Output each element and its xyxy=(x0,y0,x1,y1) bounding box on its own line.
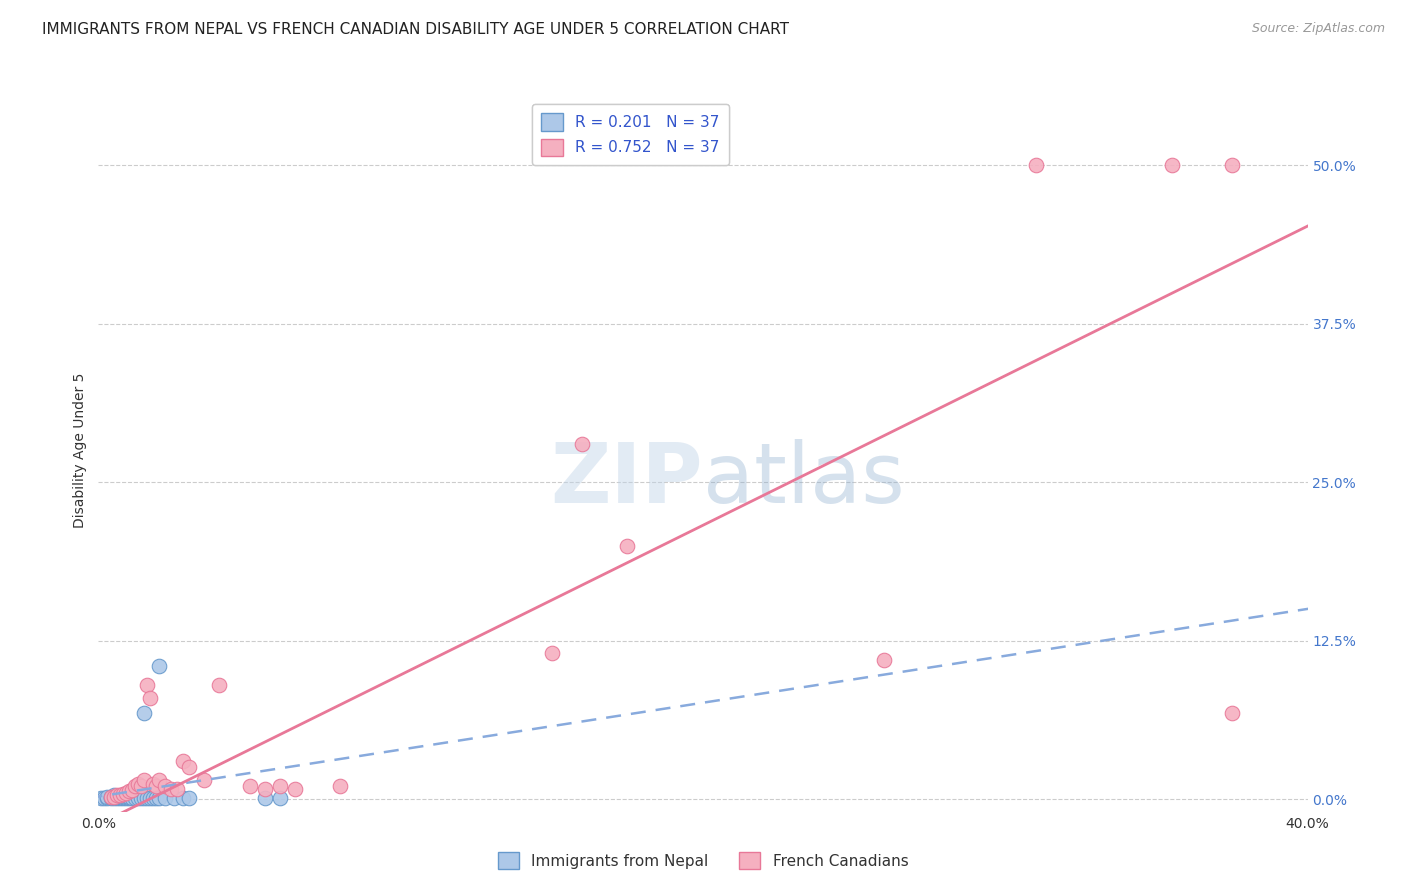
Point xyxy=(105,790,128,805)
Point xyxy=(96,790,118,805)
Point xyxy=(111,789,134,804)
Point xyxy=(208,678,231,692)
Point xyxy=(166,781,188,796)
Point xyxy=(103,789,125,803)
Point xyxy=(124,790,146,805)
Point xyxy=(1160,158,1182,172)
Point xyxy=(111,787,134,801)
Point xyxy=(108,790,131,805)
Point xyxy=(114,786,136,800)
Point xyxy=(103,790,125,805)
Legend: Immigrants from Nepal, French Canadians: Immigrants from Nepal, French Canadians xyxy=(492,846,914,875)
Point xyxy=(127,777,149,791)
Text: Source: ZipAtlas.com: Source: ZipAtlas.com xyxy=(1251,22,1385,36)
Point xyxy=(132,772,155,787)
Point xyxy=(100,789,122,804)
Point xyxy=(90,790,112,805)
Point xyxy=(571,437,593,451)
Point xyxy=(1220,158,1243,172)
Point xyxy=(616,539,638,553)
Point xyxy=(148,772,170,787)
Point xyxy=(1024,158,1046,172)
Point xyxy=(873,652,896,666)
Point xyxy=(329,780,352,794)
Point xyxy=(93,790,115,805)
Point xyxy=(121,783,143,797)
Point xyxy=(108,789,131,803)
Legend: R = 0.201   N = 37, R = 0.752   N = 37: R = 0.201 N = 37, R = 0.752 N = 37 xyxy=(533,104,728,165)
Point xyxy=(142,777,165,791)
Point xyxy=(179,790,201,805)
Point xyxy=(124,780,146,794)
Point xyxy=(108,789,131,804)
Point xyxy=(114,789,136,804)
Point xyxy=(540,646,562,660)
Point xyxy=(139,790,162,805)
Point xyxy=(148,659,170,673)
Point xyxy=(118,789,141,804)
Point xyxy=(284,781,307,796)
Point xyxy=(145,780,167,794)
Point xyxy=(172,754,194,768)
Point xyxy=(100,789,122,804)
Point xyxy=(172,790,194,805)
Point xyxy=(111,790,134,805)
Text: atlas: atlas xyxy=(703,439,904,520)
Point xyxy=(129,790,152,805)
Point xyxy=(269,780,291,794)
Point xyxy=(118,784,141,798)
Point xyxy=(103,789,125,804)
Point xyxy=(121,790,143,805)
Point xyxy=(127,790,149,805)
Point xyxy=(253,781,276,796)
Point xyxy=(153,790,176,805)
Point xyxy=(239,780,262,794)
Point xyxy=(135,678,157,692)
Point xyxy=(1220,706,1243,720)
Point xyxy=(139,690,162,705)
Point xyxy=(253,790,276,805)
Point xyxy=(179,760,201,774)
Point xyxy=(100,790,122,805)
Point xyxy=(193,772,215,787)
Y-axis label: Disability Age Under 5: Disability Age Under 5 xyxy=(73,373,87,528)
Point xyxy=(105,789,128,803)
Point xyxy=(96,789,118,804)
Point xyxy=(160,781,183,796)
Point xyxy=(153,780,176,794)
Point xyxy=(114,790,136,805)
Text: IMMIGRANTS FROM NEPAL VS FRENCH CANADIAN DISABILITY AGE UNDER 5 CORRELATION CHAR: IMMIGRANTS FROM NEPAL VS FRENCH CANADIAN… xyxy=(42,22,789,37)
Point xyxy=(132,790,155,805)
Point xyxy=(132,706,155,720)
Point xyxy=(103,789,125,804)
Point xyxy=(105,789,128,804)
Point xyxy=(118,790,141,805)
Point xyxy=(163,790,186,805)
Point xyxy=(135,790,157,805)
Point xyxy=(142,790,165,805)
Text: ZIP: ZIP xyxy=(551,439,703,520)
Point xyxy=(148,790,170,805)
Point xyxy=(129,780,152,794)
Point xyxy=(269,790,291,805)
Point xyxy=(145,790,167,805)
